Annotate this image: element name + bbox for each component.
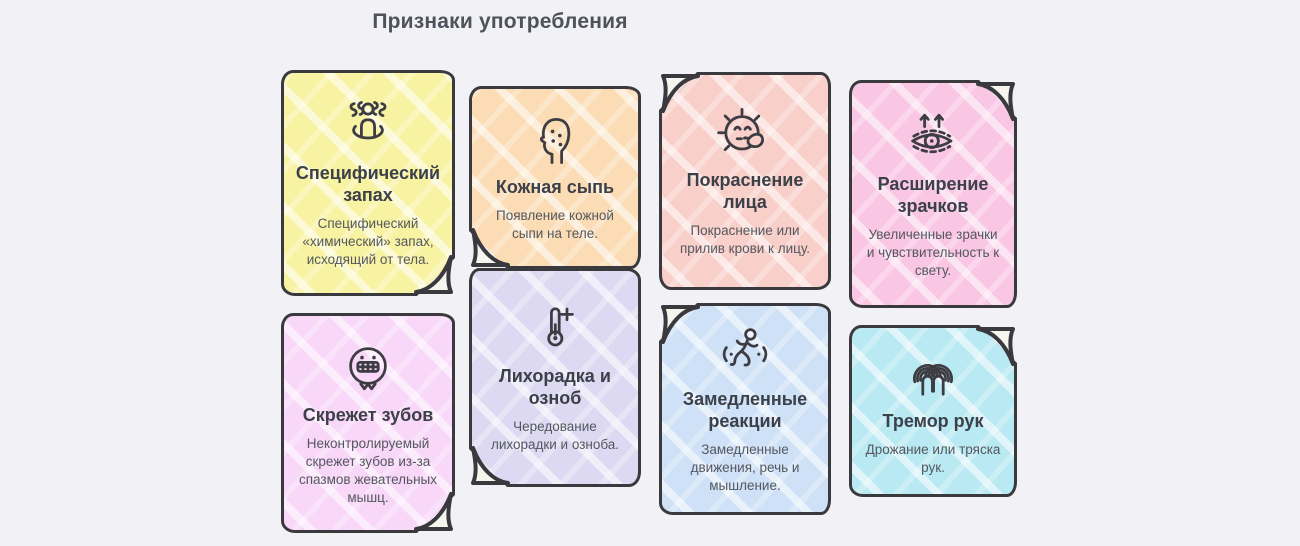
dilated-pupils-icon xyxy=(911,113,953,153)
flushed-face-icon xyxy=(717,107,764,151)
card-title: Скрежет зубов xyxy=(302,404,434,425)
card-description: Замедленные движения, речь и мышление. xyxy=(690,441,800,494)
card-description: Увеличенные зрачки и чувствительность к … xyxy=(866,226,1000,279)
folded-corner xyxy=(976,78,1019,121)
fever-icon xyxy=(547,307,574,347)
folded-corner xyxy=(657,70,700,113)
body-odor-icon xyxy=(349,100,387,140)
card-title: Лихорадка и озноб xyxy=(499,366,611,409)
card-hand-tremor: Тремор рук Дрожание или тряска рук. xyxy=(849,323,1019,497)
card-description: Дрожание или тряска рук. xyxy=(865,441,1001,475)
skin-rash-icon xyxy=(539,118,571,165)
page-title: Признаки употребления xyxy=(372,10,628,33)
folded-corner xyxy=(976,323,1019,366)
card-dilated-pupils: Расширение зрачков Увеличенные зрачки и … xyxy=(849,78,1019,308)
card-title: Расширение зрачков xyxy=(877,173,989,216)
folded-corner xyxy=(657,301,700,344)
card-description: Специфический «химический» запах, исходя… xyxy=(302,215,434,268)
card-title: Замедленные реакции xyxy=(682,388,808,431)
card-title: Тремор рук xyxy=(882,410,984,431)
card-teeth-grinding: Скрежет зубов Неконтролируемый скрежет з… xyxy=(281,313,457,535)
card-description: Чередование лихорадки и озноба. xyxy=(490,419,620,453)
teeth-grinding-icon xyxy=(349,346,387,390)
card-title: Специфический запах xyxy=(295,162,441,205)
card-description: Покраснение или прилив крови к лицу. xyxy=(679,222,811,256)
card-title: Кожная сыпь xyxy=(495,177,615,198)
card-title: Покраснение лица xyxy=(686,169,804,212)
card-fever-chills: Лихорадка и озноб Чередование лихорадки … xyxy=(467,268,641,489)
card-description: Появление кожной сыпи на теле. xyxy=(496,208,614,242)
card-slow-reactions: Замедленные реакции Замедленные движения… xyxy=(657,301,831,515)
card-flushed-face: Покраснение лица Покраснение или прилив … xyxy=(657,70,831,290)
card-skin-rash: Кожная сыпь Появление кожной сыпи на тел… xyxy=(467,86,641,271)
slow-reactions-icon xyxy=(722,327,768,367)
card-specific-odor: Специфический запах Специфический «химич… xyxy=(281,70,457,298)
hand-tremor-icon xyxy=(913,363,953,396)
card-description: Неконтролируемый скрежет зубов из-за спа… xyxy=(299,435,437,506)
